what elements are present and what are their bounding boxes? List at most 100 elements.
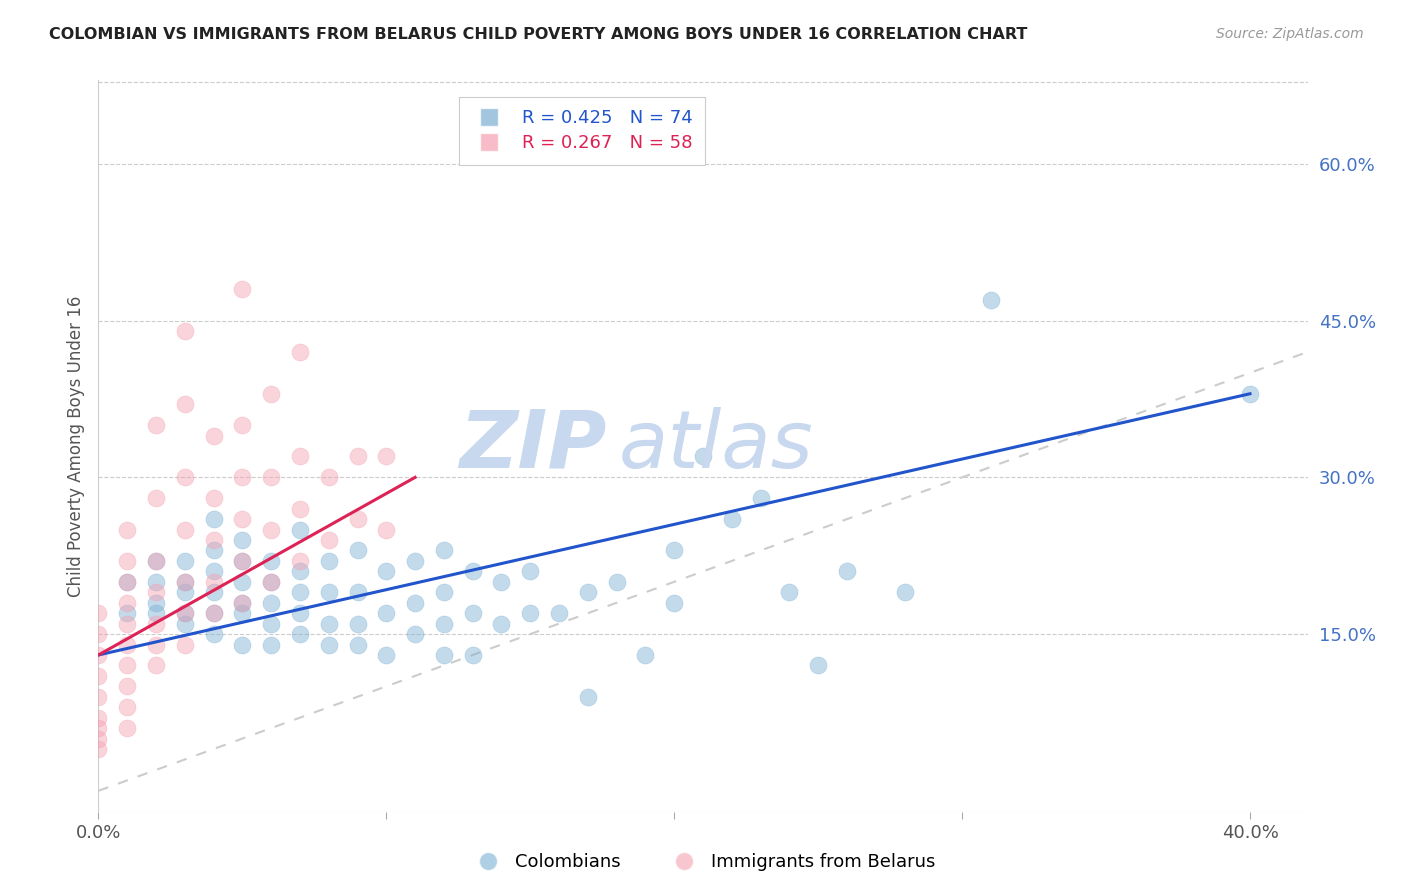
Text: Source: ZipAtlas.com: Source: ZipAtlas.com <box>1216 27 1364 41</box>
Point <box>288 627 311 641</box>
Point <box>231 606 253 620</box>
Point <box>145 574 167 589</box>
Point <box>231 512 253 526</box>
Point <box>202 428 225 442</box>
Text: COLOMBIAN VS IMMIGRANTS FROM BELARUS CHILD POVERTY AMONG BOYS UNDER 16 CORRELATI: COLOMBIAN VS IMMIGRANTS FROM BELARUS CHI… <box>49 27 1028 42</box>
Point <box>173 574 195 589</box>
Point <box>260 574 283 589</box>
Point <box>87 606 110 620</box>
Point <box>115 523 138 537</box>
Point <box>375 606 398 620</box>
Point <box>87 627 110 641</box>
Point <box>346 638 368 652</box>
Point <box>173 616 195 631</box>
Point <box>433 648 456 662</box>
Point <box>231 638 253 652</box>
Point <box>115 658 138 673</box>
Point <box>173 606 195 620</box>
Legend: Colombians, Immigrants from Belarus: Colombians, Immigrants from Belarus <box>463 847 943 879</box>
Point <box>115 574 138 589</box>
Point <box>260 470 283 484</box>
Point <box>288 450 311 464</box>
Point <box>288 345 311 359</box>
Point <box>346 543 368 558</box>
Point <box>288 523 311 537</box>
Point <box>375 565 398 579</box>
Point <box>173 523 195 537</box>
Point <box>115 638 138 652</box>
Point <box>145 585 167 599</box>
Point <box>346 512 368 526</box>
Point <box>231 574 253 589</box>
Point <box>202 512 225 526</box>
Text: atlas: atlas <box>619 407 813 485</box>
Point <box>519 606 541 620</box>
Point <box>231 282 253 296</box>
Point <box>173 574 195 589</box>
Point <box>260 574 283 589</box>
Point <box>115 596 138 610</box>
Point <box>260 554 283 568</box>
Point <box>173 397 195 411</box>
Point <box>433 616 456 631</box>
Point <box>231 554 253 568</box>
Point <box>576 690 599 704</box>
Point <box>202 606 225 620</box>
Point <box>318 533 340 547</box>
Point <box>231 470 253 484</box>
Point <box>202 574 225 589</box>
Point <box>145 658 167 673</box>
Point <box>318 470 340 484</box>
Point <box>231 554 253 568</box>
Point <box>346 585 368 599</box>
Point <box>87 648 110 662</box>
Point <box>375 523 398 537</box>
Point <box>145 638 167 652</box>
Point <box>318 554 340 568</box>
Point <box>173 638 195 652</box>
Point <box>461 565 484 579</box>
Point <box>231 596 253 610</box>
Point <box>346 616 368 631</box>
Point <box>260 596 283 610</box>
Point <box>576 585 599 599</box>
Point <box>778 585 800 599</box>
Point <box>692 450 714 464</box>
Point <box>318 616 340 631</box>
Point <box>145 491 167 506</box>
Point <box>404 596 426 610</box>
Point <box>346 450 368 464</box>
Point <box>145 596 167 610</box>
Point <box>145 616 167 631</box>
Point <box>173 585 195 599</box>
Point <box>202 543 225 558</box>
Point <box>231 596 253 610</box>
Point <box>145 606 167 620</box>
Point <box>173 324 195 338</box>
Point <box>835 565 858 579</box>
Point <box>807 658 830 673</box>
Point <box>260 616 283 631</box>
Point <box>288 554 311 568</box>
Point <box>288 565 311 579</box>
Point <box>115 700 138 714</box>
Text: ZIP: ZIP <box>458 407 606 485</box>
Point <box>260 638 283 652</box>
Point <box>87 690 110 704</box>
Point <box>202 491 225 506</box>
Point <box>115 721 138 735</box>
Point <box>749 491 772 506</box>
Point <box>980 293 1002 307</box>
Point <box>231 533 253 547</box>
Point <box>173 554 195 568</box>
Point <box>288 501 311 516</box>
Point <box>202 565 225 579</box>
Point <box>519 565 541 579</box>
Point <box>87 721 110 735</box>
Point <box>893 585 915 599</box>
Point <box>231 418 253 433</box>
Point <box>318 585 340 599</box>
Point <box>548 606 571 620</box>
Point <box>87 711 110 725</box>
Point <box>1239 386 1261 401</box>
